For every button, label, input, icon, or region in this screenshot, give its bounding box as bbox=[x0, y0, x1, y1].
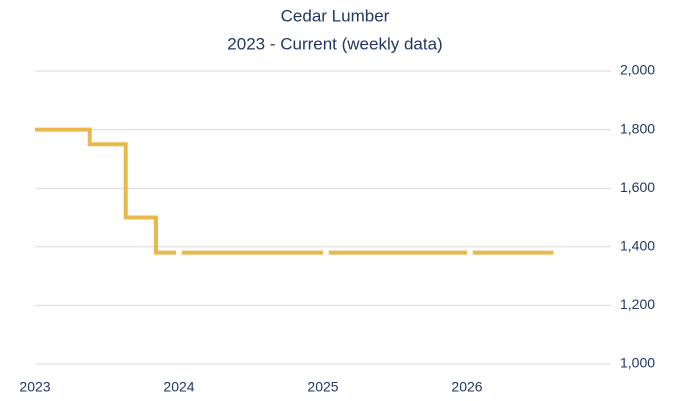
y-tick-label: 1,200 bbox=[620, 296, 655, 312]
chart-title: Cedar Lumber bbox=[281, 6, 390, 25]
x-tick-label: 2026 bbox=[451, 379, 482, 395]
chart-subtitle: 2023 - Current (weekly data) bbox=[227, 34, 442, 53]
x-tick-label: 2024 bbox=[163, 379, 194, 395]
y-tick-label: 1,600 bbox=[620, 179, 655, 195]
x-tick-label: 2025 bbox=[307, 379, 338, 395]
x-tick-label: 2023 bbox=[19, 379, 50, 395]
y-tick-label: 2,000 bbox=[620, 62, 655, 78]
y-tick-label: 1,800 bbox=[620, 120, 655, 136]
y-tick-label: 1,400 bbox=[620, 238, 655, 254]
y-tick-label: 1,000 bbox=[620, 355, 655, 371]
line-series bbox=[35, 127, 554, 255]
